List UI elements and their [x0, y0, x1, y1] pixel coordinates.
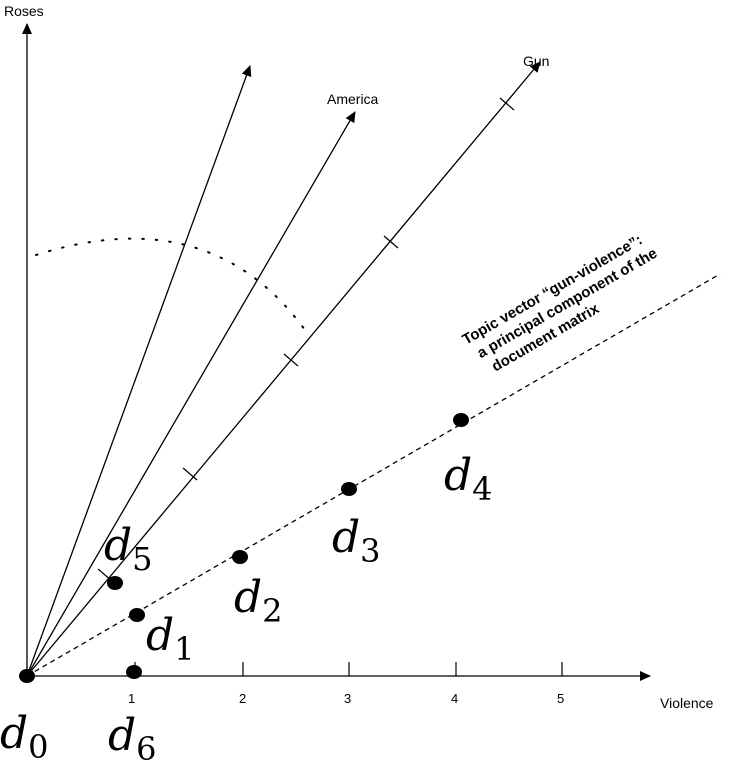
label-d5-base: d — [104, 520, 132, 571]
x-tick-label-4: 4 — [451, 691, 458, 706]
label-d3: d3 — [332, 512, 381, 570]
label-d0-sub: 0 — [28, 728, 48, 765]
label-d6-sub: 6 — [136, 730, 156, 765]
label-d3-base: d — [332, 512, 360, 563]
gun-tick-5 — [499, 97, 515, 111]
x-tick-label-2: 2 — [239, 691, 246, 706]
label-d1-sub: 1 — [174, 630, 194, 668]
label-d1: d1 — [146, 610, 195, 668]
topic-annotation: Topic vector “gun-violence”: a principal… — [460, 231, 661, 375]
document-labels: d0 d1 d2 d3 d4 d5 d6 — [0, 450, 493, 765]
point-d3 — [341, 482, 357, 496]
point-d2 — [232, 550, 248, 564]
arrow-gun — [26, 61, 541, 677]
label-d4-sub: 4 — [472, 470, 492, 508]
document-points — [19, 413, 469, 683]
gun-tick-3 — [283, 353, 299, 367]
label-d4: d4 — [444, 450, 493, 508]
label-d5: d5 — [104, 520, 153, 578]
arrow-unlabeled — [26, 65, 252, 677]
label-d1-base: d — [146, 610, 174, 661]
label-d2-sub: 2 — [262, 592, 282, 630]
label-d6-base: d — [108, 710, 136, 761]
point-d0 — [19, 669, 35, 683]
gun-label: Gun — [523, 53, 549, 69]
gun-tick-4 — [383, 235, 399, 249]
america-label: America — [327, 91, 379, 107]
point-d1 — [129, 608, 145, 622]
arrow-america — [26, 111, 356, 677]
x-tick-label-1: 1 — [128, 691, 135, 706]
x-tick-label-5: 5 — [557, 691, 564, 706]
label-d6: d6 — [108, 710, 157, 765]
label-d0: d0 — [0, 708, 49, 765]
topic-annotation-line-2: a principal component of the — [474, 245, 660, 362]
label-d4-base: d — [444, 450, 472, 501]
label-d3-sub: 3 — [360, 532, 380, 570]
point-d6 — [126, 665, 142, 679]
x-ticks: 1 2 3 4 5 — [128, 662, 564, 706]
y-axis-label: Roses — [4, 3, 44, 19]
x-axis-label: Violence — [660, 695, 714, 711]
point-d5 — [107, 576, 123, 590]
gun-tick-2 — [182, 467, 198, 481]
x-tick-label-3: 3 — [344, 691, 351, 706]
label-d0-base: d — [0, 708, 28, 759]
label-d2: d2 — [234, 572, 283, 630]
gun-vector-ticks — [97, 97, 515, 582]
topic-vector-dashed-line — [26, 273, 721, 677]
point-d4 — [453, 413, 469, 427]
label-d5-sub: 5 — [132, 540, 152, 578]
label-d2-base: d — [234, 572, 262, 623]
